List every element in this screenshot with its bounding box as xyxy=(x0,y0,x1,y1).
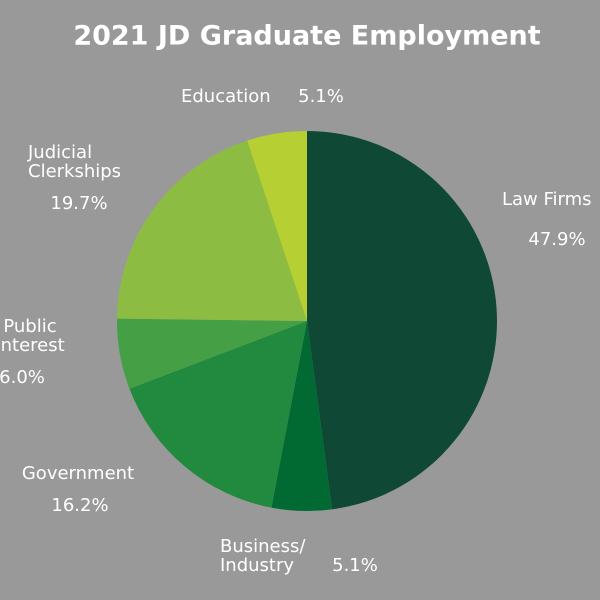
slice-label: Education xyxy=(181,86,271,107)
slice-label: Government xyxy=(22,463,134,484)
chart-title: 2021 JD Graduate Employment xyxy=(73,21,540,52)
value-label: 16.2% xyxy=(51,495,108,516)
value-label: 6.0% xyxy=(0,367,45,388)
value-label: 47.9% xyxy=(528,229,585,250)
pie-slice xyxy=(117,140,307,321)
slice-label: Business/ xyxy=(220,536,306,557)
slice-label: Public xyxy=(3,316,56,337)
slice-label: Interest xyxy=(0,335,65,356)
pie-slice xyxy=(307,131,498,510)
pie-slice xyxy=(247,131,307,321)
pie-slice xyxy=(271,321,332,511)
pie-slice xyxy=(117,318,307,389)
value-label: 5.1% xyxy=(298,86,344,107)
slice-label: Clerkships xyxy=(28,161,121,182)
slice-label: Industry xyxy=(220,555,294,576)
slice-label: Law Firms xyxy=(502,189,592,210)
pie-slice xyxy=(129,321,307,508)
slice-label: Judicial xyxy=(27,142,92,163)
value-label: 19.7% xyxy=(50,193,107,214)
value-label: 5.1% xyxy=(332,555,378,576)
